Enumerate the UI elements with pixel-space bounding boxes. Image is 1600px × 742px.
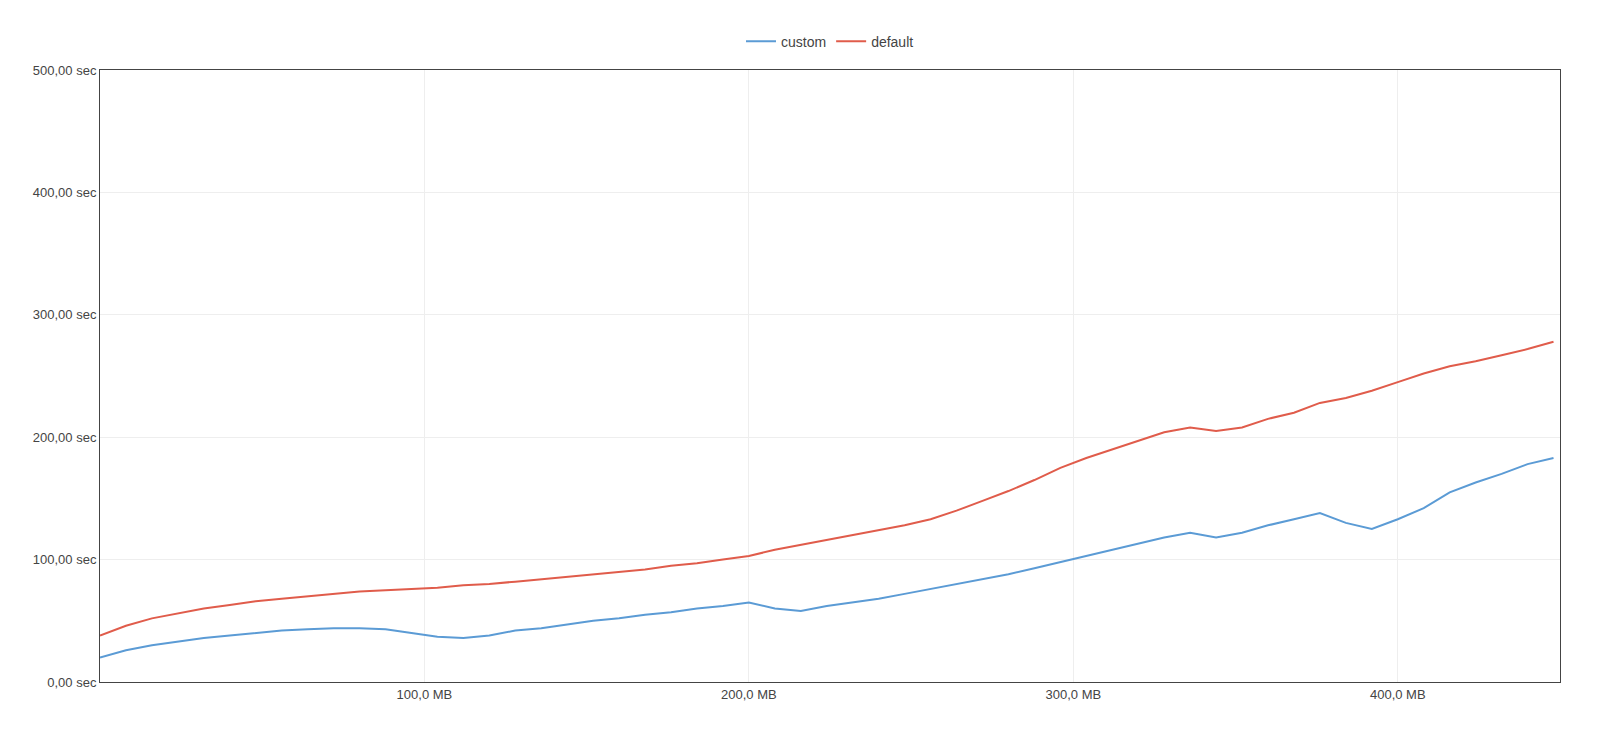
svg-text:300,0 MB: 300,0 MB xyxy=(1046,687,1102,702)
svg-text:500,00 sec: 500,00 sec xyxy=(33,63,97,78)
svg-text:400,00 sec: 400,00 sec xyxy=(33,185,97,200)
svg-text:300,00 sec: 300,00 sec xyxy=(33,307,97,322)
svg-text:200,0 MB: 200,0 MB xyxy=(721,687,777,702)
svg-text:100,0 MB: 100,0 MB xyxy=(397,687,453,702)
svg-text:400,0 MB: 400,0 MB xyxy=(1370,687,1426,702)
svg-text:100,00 sec: 100,00 sec xyxy=(33,552,97,567)
svg-text:0,00 sec: 0,00 sec xyxy=(47,675,97,690)
svg-text:200,00 sec: 200,00 sec xyxy=(33,430,97,445)
svg-text:default: default xyxy=(871,34,913,50)
svg-text:custom: custom xyxy=(781,34,826,50)
